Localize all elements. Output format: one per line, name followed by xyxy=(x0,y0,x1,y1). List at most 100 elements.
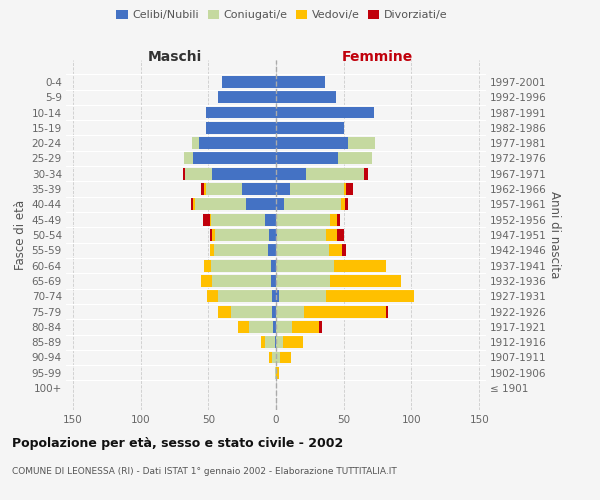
Bar xyxy=(276,290,279,302)
Bar xyxy=(276,91,335,103)
Bar xyxy=(206,183,242,195)
Bar xyxy=(211,214,265,226)
Bar xyxy=(338,152,372,164)
Bar xyxy=(276,152,338,164)
Bar xyxy=(276,367,279,379)
Bar xyxy=(195,198,246,210)
Bar xyxy=(206,122,276,134)
Bar xyxy=(276,106,374,118)
Bar xyxy=(191,198,193,210)
Bar xyxy=(319,321,322,333)
Bar xyxy=(269,352,272,364)
Bar xyxy=(348,137,375,149)
Bar xyxy=(276,352,280,364)
Bar xyxy=(272,290,276,302)
Bar xyxy=(261,336,265,348)
Bar xyxy=(218,306,231,318)
Bar xyxy=(272,352,276,364)
Bar xyxy=(246,198,276,210)
Bar xyxy=(326,290,414,302)
Text: Femmine: Femmine xyxy=(342,50,413,64)
Bar xyxy=(275,336,276,348)
Bar xyxy=(203,214,209,226)
Bar xyxy=(344,183,346,195)
Bar xyxy=(276,122,344,134)
Bar xyxy=(276,76,325,88)
Bar xyxy=(268,244,276,256)
Bar xyxy=(218,91,276,103)
Bar xyxy=(215,229,269,241)
Bar xyxy=(212,229,215,241)
Text: Maschi: Maschi xyxy=(147,50,202,64)
Bar xyxy=(276,260,334,272)
Bar xyxy=(279,290,326,302)
Bar xyxy=(199,137,276,149)
Bar xyxy=(275,367,276,379)
Bar xyxy=(192,137,199,149)
Text: Popolazione per età, sesso e stato civile - 2002: Popolazione per età, sesso e stato civil… xyxy=(12,438,343,450)
Bar xyxy=(276,275,330,287)
Bar xyxy=(386,306,388,318)
Bar xyxy=(209,229,212,241)
Bar xyxy=(204,183,206,195)
Bar xyxy=(193,198,195,210)
Bar xyxy=(277,229,326,241)
Bar xyxy=(276,137,348,149)
Bar xyxy=(345,198,348,210)
Bar xyxy=(271,260,276,272)
Bar xyxy=(276,244,329,256)
Bar xyxy=(265,336,275,348)
Bar xyxy=(207,290,218,302)
Bar xyxy=(276,183,290,195)
Legend: Celibi/Nubili, Coniugati/e, Vedovi/e, Divorziati/e: Celibi/Nubili, Coniugati/e, Vedovi/e, Di… xyxy=(112,6,452,25)
Bar xyxy=(276,214,330,226)
Bar xyxy=(304,306,386,318)
Bar xyxy=(337,229,344,241)
Bar xyxy=(276,229,277,241)
Bar xyxy=(238,321,249,333)
Bar xyxy=(276,336,283,348)
Bar xyxy=(276,306,304,318)
Bar xyxy=(204,260,211,272)
Bar xyxy=(249,321,273,333)
Bar xyxy=(280,352,291,364)
Bar xyxy=(276,321,292,333)
Bar xyxy=(185,168,212,179)
Bar xyxy=(284,198,341,210)
Bar xyxy=(206,106,276,118)
Bar xyxy=(265,214,276,226)
Bar xyxy=(306,168,364,179)
Bar xyxy=(341,198,345,210)
Bar xyxy=(329,244,343,256)
Bar xyxy=(212,168,276,179)
Bar xyxy=(290,183,344,195)
Bar xyxy=(184,152,193,164)
Bar xyxy=(337,214,340,226)
Y-axis label: Fasce di età: Fasce di età xyxy=(14,200,28,270)
Bar xyxy=(212,275,271,287)
Y-axis label: Anni di nascita: Anni di nascita xyxy=(548,192,561,278)
Bar xyxy=(283,336,303,348)
Bar xyxy=(242,183,276,195)
Bar xyxy=(343,244,346,256)
Bar xyxy=(330,275,401,287)
Bar xyxy=(211,260,271,272)
Bar xyxy=(364,168,368,179)
Bar xyxy=(193,152,276,164)
Bar xyxy=(330,214,337,226)
Bar xyxy=(182,168,185,179)
Bar xyxy=(214,244,268,256)
Bar xyxy=(202,275,212,287)
Bar xyxy=(218,290,272,302)
Bar xyxy=(273,321,276,333)
Bar xyxy=(271,275,276,287)
Bar xyxy=(231,306,272,318)
Bar xyxy=(276,168,306,179)
Bar xyxy=(222,76,276,88)
Bar xyxy=(292,321,319,333)
Bar xyxy=(202,183,204,195)
Bar xyxy=(209,214,211,226)
Text: COMUNE DI LEONESSA (RI) - Dati ISTAT 1° gennaio 2002 - Elaborazione TUTTITALIA.I: COMUNE DI LEONESSA (RI) - Dati ISTAT 1° … xyxy=(12,467,397,476)
Bar xyxy=(209,244,214,256)
Bar xyxy=(346,183,353,195)
